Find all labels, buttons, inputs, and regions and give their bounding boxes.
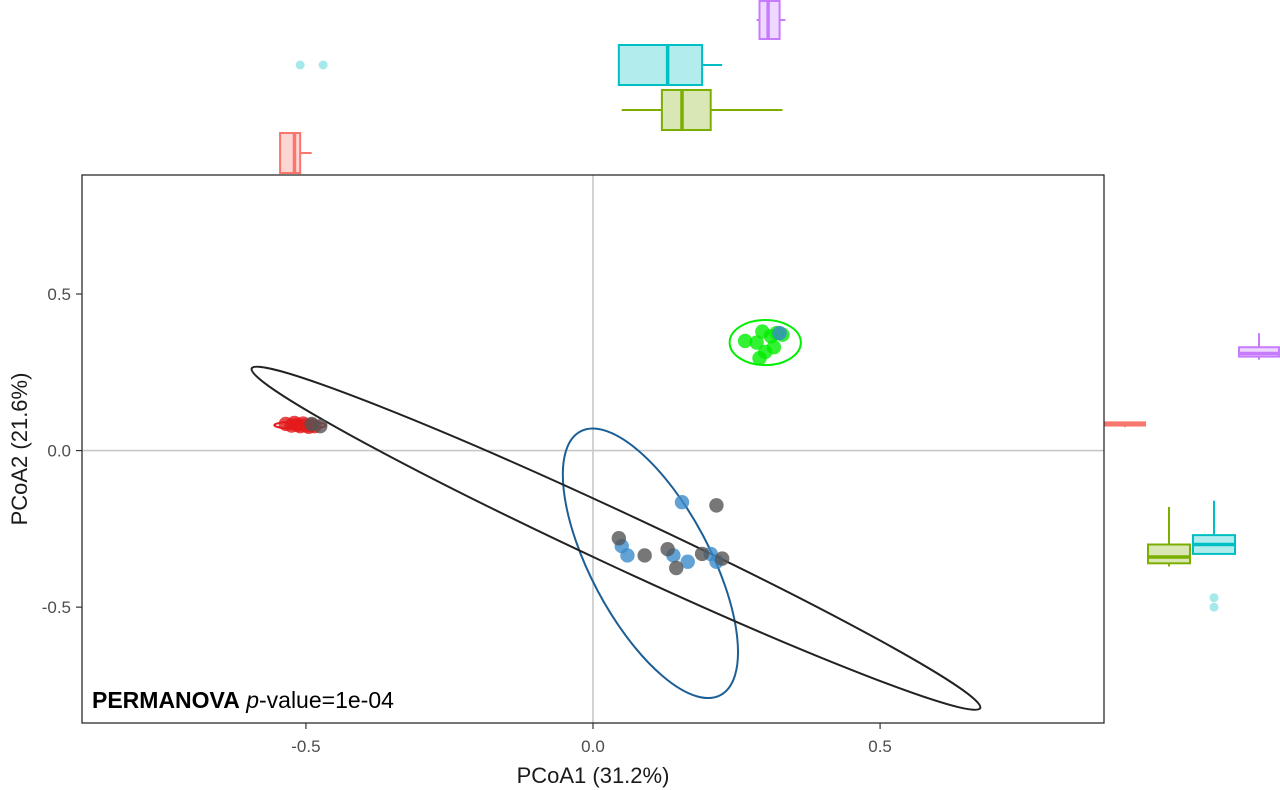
top-boxplot-2 (621, 89, 783, 131)
right-boxplot-outlier (1209, 593, 1219, 603)
x-axis-title: PCoA1 (31.2%) (517, 763, 670, 788)
point-group-2-1 (737, 333, 753, 349)
top-boxplot-box (617, 44, 704, 86)
x-tick-label: 0.5 (868, 737, 892, 756)
x-tick-label: -0.5 (291, 737, 320, 756)
reference-lines (82, 175, 1104, 723)
plot-panel (81, 174, 1105, 724)
point-group-4-9 (714, 551, 730, 566)
top-boxplot-box (279, 132, 302, 174)
annotation-rest: -value=1e-04 (259, 687, 394, 713)
point-group-4-4 (611, 531, 627, 546)
point-group-4-5 (637, 548, 652, 563)
point-group-4-3 (709, 498, 724, 513)
x-tick-label: 0.0 (581, 737, 605, 756)
top-marginal-boxplots (279, 0, 786, 174)
confidence-ellipses (250, 318, 982, 711)
right-boxplot-2 (1147, 506, 1191, 567)
annotation-bold: PERMANOVA (92, 687, 240, 713)
top-boxplot-outlier (318, 60, 328, 70)
right-boxplot-1 (1104, 421, 1146, 428)
ellipse-group-2 (728, 318, 802, 367)
permanova-annotation: PERMANOVA p-value=1e-04 (92, 687, 394, 713)
y-tick-label: 0.5 (47, 285, 71, 304)
top-boxplot-box (660, 89, 712, 131)
right-boxplot-3 (1192, 500, 1236, 612)
top-boxplot-3 (295, 44, 723, 86)
point-group-4-8 (694, 546, 710, 562)
point-group-3-1 (674, 495, 690, 510)
right-boxplot-box (1147, 543, 1191, 565)
point-group-3-3 (620, 548, 635, 563)
point-group-2-2 (749, 335, 764, 350)
point-group-2-9 (752, 350, 767, 366)
sample-points (278, 324, 790, 576)
y-tick-label: -0.5 (42, 598, 71, 617)
y-axis-title: PCoA2 (21.6%) (7, 373, 32, 526)
ellipse-group-4 (250, 365, 982, 711)
y-tick-label: 0.0 (47, 442, 71, 461)
x-axis-ticks: -0.5 0.0 0.5 (291, 723, 892, 756)
point-group-3-5 (680, 554, 695, 569)
point-group-4-2 (313, 418, 328, 434)
y-axis-ticks: -0.5 0.0 0.5 (42, 285, 82, 617)
right-marginal-boxplots (1104, 333, 1280, 612)
top-boxplot-outlier (295, 60, 305, 70)
annotation-italic: p (245, 687, 259, 713)
right-boxplot-outlier (1209, 602, 1219, 612)
right-boxplot-4 (1238, 333, 1280, 360)
top-boxplot-4 (756, 0, 786, 40)
point-group-3-8 (772, 325, 787, 341)
top-boxplot-1 (279, 132, 312, 174)
point-group-4-7 (669, 560, 684, 576)
point-group-4-6 (660, 542, 675, 557)
ellipse-group-3 (561, 427, 740, 700)
